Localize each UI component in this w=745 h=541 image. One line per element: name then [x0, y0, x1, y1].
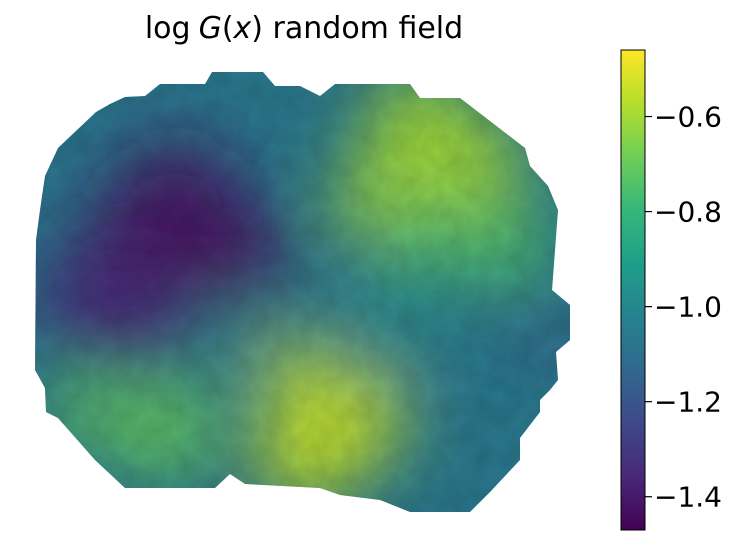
colorbar-outline: [620, 49, 646, 531]
colorbar-tick-label: −0.8: [654, 196, 722, 229]
title-rest: random field: [263, 11, 463, 46]
title-paren-open: (: [222, 11, 234, 46]
colorbar-tick-label: −1.2: [654, 386, 722, 419]
title-log: log: [145, 11, 191, 46]
colorbar-fill: [621, 50, 645, 530]
colorbar-tick-label: −1.0: [654, 291, 722, 324]
colorbar: −1.4 −1.2 −1.0 −0.8 −0.6: [620, 49, 722, 531]
title-G: G: [199, 11, 222, 46]
title-paren-close: ): [251, 11, 263, 46]
heatmap-field: [35, 72, 570, 512]
chart-title: log G(x) random field: [145, 11, 463, 46]
colorbar-tick-label: −0.6: [654, 101, 722, 134]
field-texture: [35, 72, 570, 512]
colorbar-tick-label: −1.4: [654, 481, 722, 514]
title-x: x: [233, 11, 252, 46]
colorbar-ticks: −1.4 −1.2 −1.0 −0.8 −0.6: [645, 101, 722, 514]
